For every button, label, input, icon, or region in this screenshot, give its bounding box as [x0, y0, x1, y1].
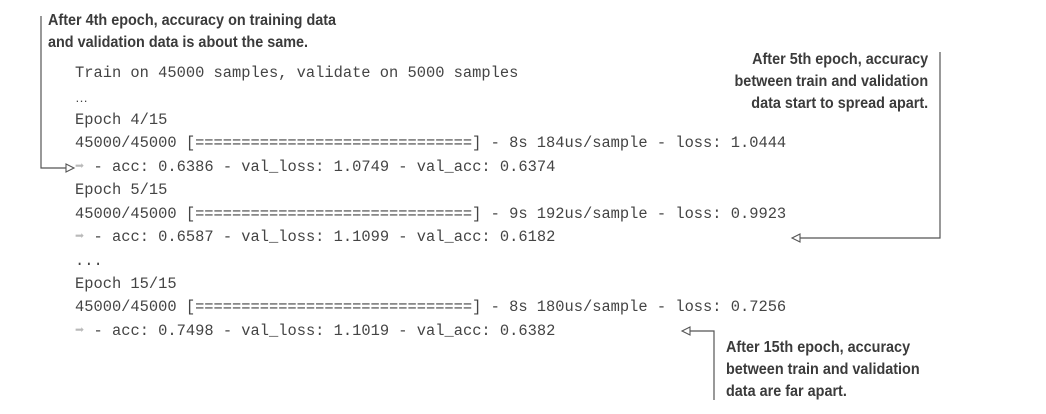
epoch15-title: Epoch 15/15 [75, 275, 177, 293]
annotation-epoch4: After 4th epoch, accuracy on training da… [48, 10, 336, 54]
epoch5-metrics-line: ➡ - acc: 0.6587 - val_loss: 1.1099 - val… [75, 228, 555, 246]
annotation-epoch5: After 5th epoch, accuracy between train … [734, 49, 928, 115]
epoch5-progress: 45000/45000 [===========================… [75, 205, 787, 223]
annotation-line: between train and validation [726, 361, 920, 378]
continuation-arrow-icon: ➡ [75, 158, 85, 176]
epoch4-title: Epoch 4/15 [75, 111, 168, 129]
epoch4-metrics: - acc: 0.6386 - val_loss: 1.0749 - val_a… [84, 158, 556, 176]
annotation-line: data start to spread apart. [751, 95, 928, 112]
epoch4-progress: 45000/45000 [===========================… [75, 134, 787, 152]
epoch15-progress: 45000/45000 [===========================… [75, 298, 787, 316]
annotation-line: between train and validation [734, 73, 928, 90]
annotation-line: data are far apart. [726, 383, 847, 400]
log-ellipsis: … [75, 90, 88, 105]
annotation-line: After 4th epoch, accuracy on training da… [48, 12, 337, 29]
continuation-arrow-icon: ➡ [75, 322, 85, 340]
leader-epoch4-arrowhead [65, 163, 76, 173]
annotation-line: After 5th epoch, accuracy [751, 51, 928, 68]
epoch5-metrics: - acc: 0.6587 - val_loss: 1.1099 - val_a… [84, 228, 556, 246]
log-header: Train on 45000 samples, validate on 5000… [75, 64, 519, 82]
epoch5-title: Epoch 5/15 [75, 181, 168, 199]
annotation-line: and validation data is about the same. [48, 34, 309, 51]
training-log: Train on 45000 samples, validate on 5000… [75, 0, 955, 414]
annotation-line: After 15th epoch, accuracy [726, 339, 911, 356]
epoch4-metrics-line: ➡ - acc: 0.6386 - val_loss: 1.0749 - val… [75, 158, 555, 176]
annotation-epoch15: After 15th epoch, accuracy between train… [726, 337, 920, 403]
epoch15-metrics: - acc: 0.7498 - val_loss: 1.1019 - val_a… [84, 322, 556, 340]
continuation-arrow-icon: ➡ [75, 228, 85, 246]
log-ellipsis: ... [75, 252, 103, 270]
epoch15-metrics-line: ➡ - acc: 0.7498 - val_loss: 1.1019 - val… [75, 322, 555, 340]
